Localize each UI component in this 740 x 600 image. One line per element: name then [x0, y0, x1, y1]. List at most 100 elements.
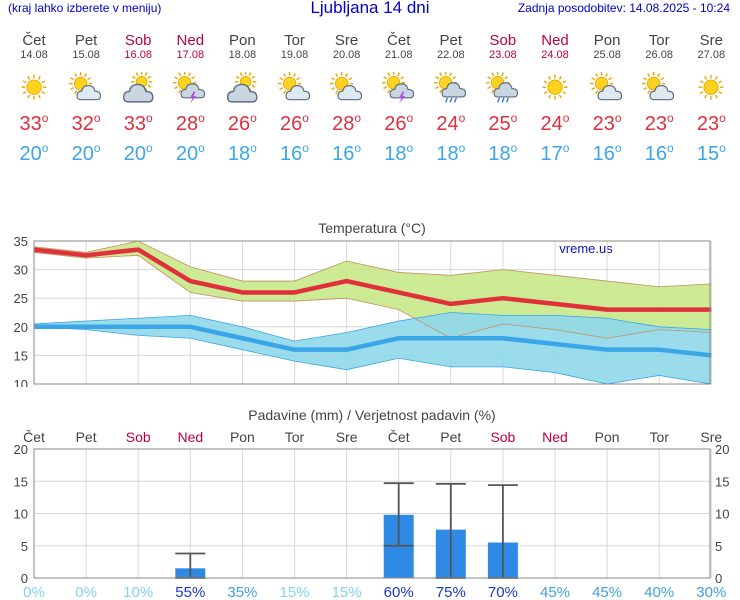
max-band-edge — [33, 240, 712, 288]
probability-label: 45% — [592, 584, 622, 600]
last-update: Zadnja posodobitev: 14.08.2025 - 10:24 — [517, 1, 730, 15]
forecast-day: Tor 26.08 23o 16o — [633, 32, 685, 165]
probability-label: 0% — [75, 584, 97, 600]
chart-title: Padavine (mm) / Verjetnost padavin (%) — [248, 407, 495, 423]
y-tick-label: 25 — [14, 291, 28, 306]
y-tick-label: 10 — [14, 507, 28, 522]
max-temperature: 24o — [436, 111, 466, 135]
day-date: 19.08 — [280, 49, 309, 61]
day-name: Sre — [334, 32, 359, 49]
y-tick-label: 30 — [14, 263, 28, 278]
top-bar: (kraj lahko izberete v meniju) Ljubljana… — [0, 0, 740, 20]
min-temperature: 20o — [175, 141, 205, 165]
x-tick-label: Čet — [23, 429, 45, 445]
max-temperature: 26o — [280, 111, 309, 135]
y-tick-label-right: 0 — [715, 571, 722, 586]
day-name: Sre — [699, 32, 723, 49]
max-temperature: 23o — [696, 111, 726, 135]
probability-label: 35% — [227, 584, 257, 600]
location-hint[interactable]: (kraj lahko izberete v meniju) — [8, 1, 162, 15]
day-date: 26.08 — [645, 49, 673, 61]
sun-cloud-icon — [329, 72, 362, 101]
max-temperature: 23o — [644, 111, 674, 135]
day-name: Ned — [541, 32, 569, 49]
day-date: 22.08 — [437, 49, 465, 61]
sun-cloud-icon — [590, 72, 623, 101]
probability-label: 60% — [384, 584, 414, 600]
plot-frame — [33, 448, 711, 579]
x-tick-label: Čet — [388, 429, 410, 445]
forecast-day: Tor 19.08 26o 16o — [269, 32, 321, 165]
rain-sun-icon — [433, 72, 466, 103]
sun-icon — [21, 74, 47, 100]
max-temperature: 23o — [592, 111, 622, 135]
day-name: Sob — [124, 32, 152, 49]
y-tick-label: 0 — [21, 571, 28, 586]
sun-cloud-icon — [69, 72, 102, 101]
max-temperature: 33o — [123, 111, 153, 135]
sun-cloud-icon — [642, 72, 675, 101]
y-tick-label-right: 20 — [715, 442, 729, 457]
max-temp-line — [33, 247, 712, 312]
y-tick-label: 5 — [21, 539, 28, 554]
forecast-day: Sre 20.08 28o 16o — [321, 32, 373, 165]
y-tick-label-right: 10 — [715, 507, 729, 522]
probability-label: 70% — [488, 584, 518, 600]
day-name: Pon — [229, 32, 256, 49]
day-date: 16.08 — [124, 49, 152, 61]
day-date: 21.08 — [384, 49, 413, 61]
probability-label: 40% — [644, 584, 674, 600]
min-temperature: 16o — [592, 141, 622, 165]
y-tick-label: 35 — [14, 234, 28, 249]
day-name: Tor — [648, 32, 670, 49]
forecast-day: Sre 27.08 23o 15o — [685, 32, 737, 165]
min-temperature: 16o — [644, 141, 674, 165]
max-temperature: 26o — [384, 111, 414, 135]
precipitation-chart: Padavine (mm) / Verjetnost padavin (%) Če… — [14, 407, 730, 600]
day-name: Pet — [439, 32, 463, 49]
day-name: Čet — [22, 32, 46, 49]
max-temperature: 28o — [175, 111, 205, 135]
day-date: 15.08 — [72, 49, 100, 61]
chart-title: Temperatura (°C) — [318, 220, 426, 236]
forecast-day: Pet 15.08 32o 20o — [60, 32, 112, 165]
min-temperature: 20o — [19, 141, 49, 165]
page-title: Ljubljana 14 dni — [310, 0, 430, 17]
x-tick-label: Sob — [490, 429, 515, 445]
max-temperature: 25o — [488, 111, 518, 135]
y-tick-label-right: 15 — [715, 474, 729, 489]
y-tick-label: 15 — [14, 348, 28, 363]
probability-label: 75% — [436, 584, 466, 600]
min-temperature: 15o — [696, 141, 726, 165]
forecast-day: Sob 23.08 25o 18o — [477, 32, 529, 165]
storm-sun-icon — [381, 72, 414, 104]
sun-icon — [698, 74, 724, 100]
min-temperature: 18o — [384, 141, 414, 165]
max-temperature: 33o — [19, 111, 49, 135]
sun-cloud-icon — [277, 72, 310, 101]
x-tick-label: Pet — [440, 429, 461, 445]
min-temperature: 16o — [280, 141, 309, 165]
x-tick-label: Sob — [126, 429, 151, 445]
forecast-day: Pon 25.08 23o 16o — [581, 32, 633, 165]
y-tick-label: 20 — [14, 320, 28, 335]
forecast-day: Pet 22.08 24o 18o — [425, 32, 477, 165]
probability-label: 15% — [332, 584, 362, 600]
day-name: Sob — [489, 32, 517, 49]
cloud-sun-icon — [123, 72, 154, 103]
min-temperature: 18o — [488, 141, 518, 165]
temperature-chart: Temperatura (°C) vreme.us 35 30 25 20 15 10 — [14, 220, 712, 387]
forecast-day: Pon 18.08 26o 18o — [216, 32, 268, 165]
forecast-day: Čet 21.08 26o 18o — [373, 32, 425, 165]
day-date: 25.08 — [593, 49, 621, 61]
day-date: 23.08 — [489, 49, 517, 61]
probability-label: 45% — [540, 584, 570, 600]
day-date: 24.08 — [541, 49, 569, 61]
x-tick-label: Pon — [595, 429, 620, 445]
x-tick-label: Tor — [649, 429, 669, 445]
max-temperature: 24o — [540, 111, 570, 135]
min-temperature: 18o — [436, 141, 466, 165]
day-date: 17.08 — [176, 49, 205, 61]
y-tick-label: 15 — [14, 474, 28, 489]
forecast-day: Čet 14.08 33o 20o — [8, 32, 60, 165]
